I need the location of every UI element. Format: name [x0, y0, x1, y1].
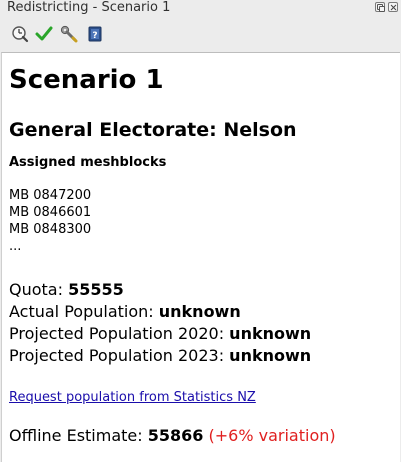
request-population-link[interactable]: Request population from Statistics NZ	[9, 390, 256, 405]
projected-2023-line: Projected Population 2023: unknown	[9, 346, 312, 365]
projected-2023-value: unknown	[229, 346, 312, 365]
actual-population-value: unknown	[158, 302, 241, 321]
quota-line: Quota: 55555	[9, 280, 124, 299]
projected-2020-line: Projected Population 2020: unknown	[9, 324, 312, 343]
electorate-title: General Electorate: Nelson	[9, 119, 297, 141]
list-item: MB 0846601	[9, 205, 92, 220]
list-item: ...	[9, 239, 22, 254]
window-title: Redistricting - Scenario 1	[7, 0, 171, 15]
actual-population-line: Actual Population: unknown	[9, 302, 241, 321]
scenario-title: Scenario 1	[9, 65, 164, 95]
meshblock-list: MB 0847200 MB 0846601 MB 0848300 ...	[9, 187, 91, 255]
float-window-icon[interactable]	[375, 2, 385, 12]
variation-text: (+6% variation)	[208, 426, 336, 445]
list-item: MB 0847200	[9, 188, 92, 203]
list-item: MB 0848300	[9, 222, 92, 237]
scenario-content: Scenario 1 General Electorate: Nelson As…	[1, 52, 400, 462]
help-book-icon[interactable]: ?	[86, 25, 104, 43]
toolbar: ?	[0, 21, 401, 47]
wrench-icon[interactable]	[60, 25, 78, 43]
title-bar: Redistricting - Scenario 1	[0, 0, 401, 17]
offline-estimate-value: 55866	[147, 426, 204, 445]
projected-2020-value: unknown	[229, 324, 312, 343]
close-icon[interactable]	[388, 2, 398, 12]
population-stats: Quota: 55555 Actual Population: unknown …	[9, 279, 311, 367]
clock-search-icon[interactable]	[11, 25, 29, 43]
quota-value: 55555	[68, 280, 124, 299]
meshblocks-heading: Assigned meshblocks	[9, 155, 167, 170]
checkmark-icon[interactable]	[35, 25, 53, 43]
offline-estimate-line: Offline Estimate: 55866 (+6% variation)	[9, 426, 336, 445]
svg-text:?: ?	[92, 31, 97, 41]
